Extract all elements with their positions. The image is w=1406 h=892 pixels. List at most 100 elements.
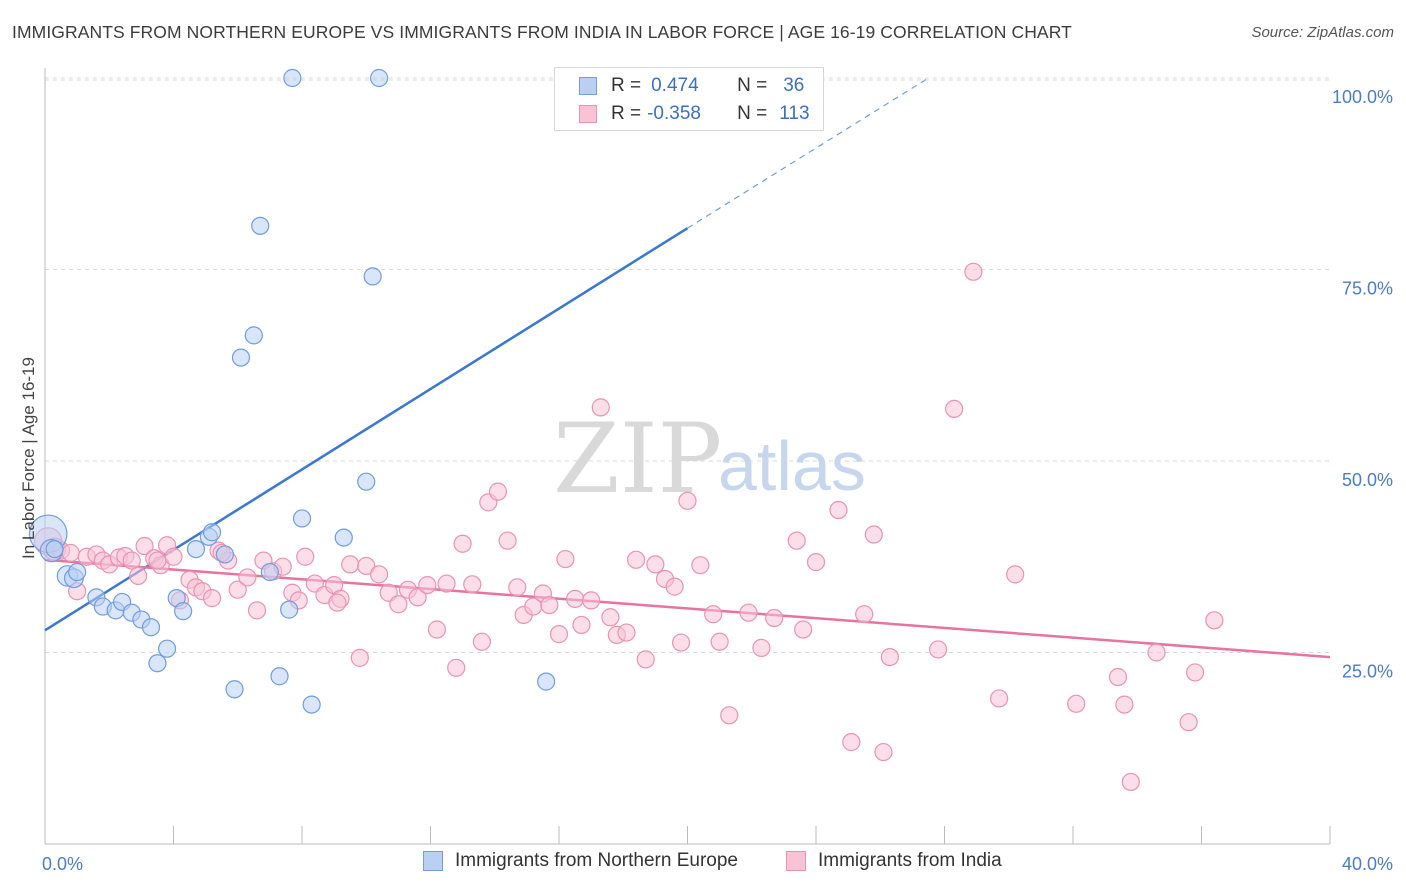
point-india (617, 623, 636, 642)
point-northern-europe (244, 326, 263, 345)
y-axis-label: In Labor Force | Age 16-19 (19, 357, 38, 559)
point-india (665, 577, 684, 596)
point-india (238, 568, 257, 587)
point-northern-europe (357, 472, 376, 491)
point-northern-europe (370, 68, 389, 88)
point-india (427, 620, 447, 639)
point-northern-europe (260, 562, 279, 582)
legend-n-label: N = (737, 75, 768, 96)
legend-swatch-pink (579, 105, 597, 123)
point-india (691, 556, 710, 575)
point-india (572, 615, 591, 635)
trend-lines (44, 77, 1331, 659)
point-india (1006, 565, 1025, 584)
point-india (636, 650, 655, 669)
watermark: ZIP atlas (553, 403, 866, 515)
point-india (880, 647, 899, 667)
x-tick-label-max: 40.0% (1342, 854, 1393, 874)
point-india (350, 648, 369, 667)
legend-swatch-blue (423, 851, 443, 871)
point-northern-europe (225, 680, 244, 699)
legend-r-label: R = (611, 75, 642, 96)
legend-label-india: Immigrants from India (818, 850, 1002, 871)
watermark-atlas: atlas (718, 427, 866, 505)
point-india (1147, 643, 1166, 662)
point-india (855, 605, 874, 624)
point-india (164, 547, 183, 566)
point-india (463, 575, 482, 594)
point-india (370, 565, 389, 584)
y-tick-label: 75.0% (1342, 279, 1393, 299)
point-india (148, 551, 167, 570)
point-india (498, 531, 517, 550)
point-northern-europe (215, 545, 234, 564)
point-india (720, 706, 739, 725)
legend-item-northern-europe[interactable]: Immigrants from Northern Europe (423, 850, 738, 872)
point-northern-europe (45, 539, 64, 559)
point-india (1121, 772, 1140, 792)
y-tick-label: 25.0% (1342, 662, 1393, 682)
legend-swatch-pink (786, 851, 806, 871)
point-india (341, 555, 360, 574)
point-northern-europe (302, 695, 321, 714)
legend-r-label: R = (611, 103, 642, 124)
point-india (447, 658, 466, 677)
points-northern-europe (28, 68, 556, 714)
point-india (418, 575, 437, 595)
legend-swatch-blue (579, 77, 597, 95)
point-india (1108, 667, 1128, 687)
legend-row-northern-europe: R = 0.474 N = 36 (579, 73, 804, 99)
point-india (928, 640, 948, 659)
point-india (591, 398, 610, 417)
point-india (472, 632, 491, 651)
point-india (752, 638, 771, 658)
point-india (1205, 611, 1224, 630)
point-northern-europe (157, 639, 177, 658)
legend-row-india: R = -0.358 N = 113 (579, 101, 810, 127)
legend-r-value: 0.474 (651, 75, 699, 96)
point-india (806, 553, 826, 572)
y-tick-labels: 25.0% 50.0% 75.0% 100.0% (1332, 87, 1393, 682)
point-northern-europe (231, 348, 251, 367)
point-northern-europe (251, 216, 270, 235)
point-india (122, 551, 141, 570)
point-northern-europe (334, 528, 353, 547)
point-india (964, 262, 983, 281)
point-northern-europe (141, 618, 161, 637)
point-india (794, 620, 813, 639)
point-india (671, 633, 691, 652)
point-india (945, 399, 964, 419)
point-india (710, 632, 729, 651)
x-tick-label-min: 0.0% (42, 854, 83, 874)
x-ticks (44, 826, 1331, 844)
point-india (626, 550, 646, 569)
series-legend: Immigrants from Northern Europe Immigran… (0, 850, 1406, 880)
point-northern-europe (174, 602, 193, 621)
point-india (135, 536, 154, 556)
point-northern-europe (68, 562, 87, 582)
point-india (1185, 663, 1205, 682)
legend-n-value: 36 (783, 75, 805, 96)
correlation-legend: R = 0.474 N = 36 R = -0.358 N = 113 (554, 67, 824, 131)
point-northern-europe (280, 600, 299, 619)
point-india (437, 574, 456, 593)
point-northern-europe (537, 672, 556, 691)
point-india (389, 595, 408, 614)
legend-n-label: N = (737, 103, 768, 124)
y-tick-label: 50.0% (1342, 470, 1393, 490)
point-northern-europe (186, 539, 206, 559)
point-india (704, 605, 723, 624)
point-india (864, 525, 883, 544)
point-india (582, 591, 601, 610)
legend-item-india[interactable]: Immigrants from India (786, 850, 1002, 872)
legend-r-value: -0.358 (647, 103, 701, 124)
point-india (488, 482, 508, 501)
point-india (540, 595, 559, 615)
point-india (842, 733, 861, 752)
point-northern-europe (270, 667, 289, 686)
point-india (739, 603, 758, 622)
point-india (829, 500, 848, 520)
point-india (565, 589, 585, 608)
point-india (228, 580, 247, 599)
trend-line-northern-europe-extension (687, 77, 929, 229)
